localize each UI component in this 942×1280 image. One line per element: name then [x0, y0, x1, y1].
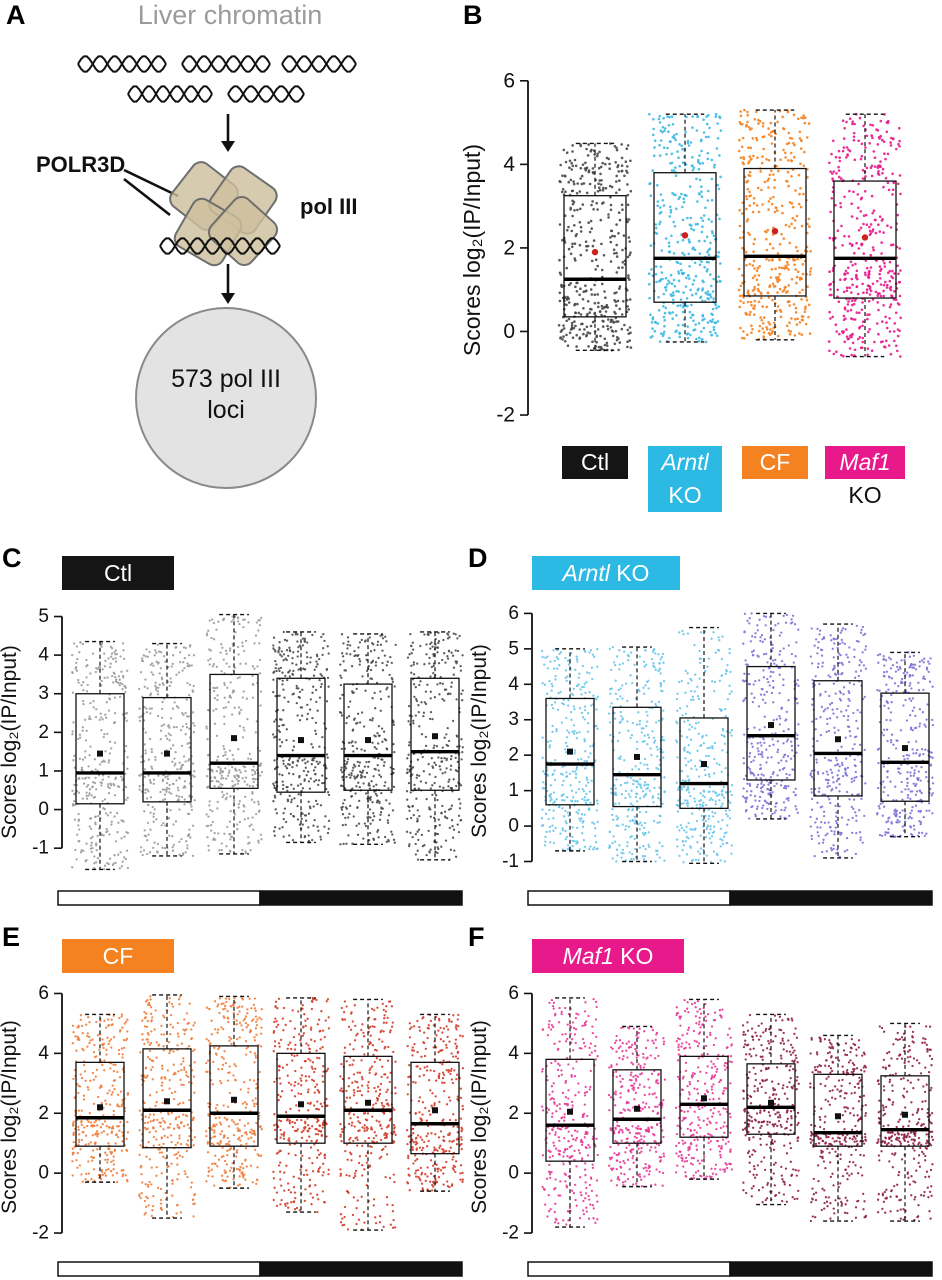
svg-text:0: 0: [38, 799, 49, 820]
chip-d-italic: Arntl: [562, 559, 610, 586]
panel-b-chart: -2 0 2 4 6 Scores log₂(IP/Input): [460, 69, 902, 427]
svg-text:1: 1: [38, 760, 49, 781]
svg-text:3: 3: [508, 709, 519, 730]
panel-f-header-chip: Maf1 KO: [532, 939, 684, 973]
chip-f-italic: Maf1: [562, 942, 614, 969]
phase-bar-dark: [259, 890, 463, 906]
svg-text:3: 3: [38, 683, 49, 704]
svg-text:6: 6: [508, 603, 519, 624]
svg-text:4: 4: [38, 645, 49, 666]
svg-text:0: 0: [503, 320, 515, 343]
chip-e-text: CF: [102, 942, 134, 969]
dna-helix: [159, 237, 281, 255]
panel-f-label: F: [468, 922, 485, 952]
dna-helix: [127, 85, 213, 103]
panel-d-label: D: [468, 543, 488, 573]
dna-helix: [281, 55, 357, 73]
chip-f-text: KO: [613, 942, 654, 969]
phase-bar-light: [527, 1261, 731, 1277]
phase-bar-light: [57, 1261, 261, 1277]
svg-text:2: 2: [38, 722, 49, 743]
phase-bar-light: [527, 890, 731, 906]
phase-bar-dark: [729, 890, 933, 906]
down-arrow-head: [221, 141, 235, 152]
chip-c-text: Ctl: [103, 559, 133, 586]
svg-text:Scores log₂(IP/Input): Scores log₂(IP/Input): [460, 144, 485, 356]
dna-helix: [227, 85, 305, 103]
loci-count-text: 573 pol III: [171, 365, 281, 393]
loci-circle-label: 573 pol III loci: [136, 364, 316, 427]
panel-c-chart: -1 0 1 2 3 4 5 Scores log₂(IP/Input): [0, 606, 464, 906]
panel-c-label: C: [2, 543, 22, 573]
panel-b-label: B: [463, 0, 483, 30]
panel-c-header-chip: Ctl: [62, 556, 174, 590]
polr3d-pointer: [123, 168, 179, 198]
panel-a-title: Liver chromatin: [137, 0, 323, 30]
svg-text:1: 1: [508, 780, 519, 801]
down-arrow-head: [221, 293, 235, 304]
pol-iii-label: pol III: [300, 194, 358, 219]
svg-text:4: 4: [508, 674, 519, 695]
panel-a-label: A: [6, 0, 26, 30]
phase-bar-light: [57, 890, 261, 906]
svg-text:4: 4: [503, 153, 515, 176]
panel-e-label: E: [2, 922, 21, 952]
loci-circle: [135, 307, 317, 489]
chip-d-text: KO: [609, 559, 650, 586]
panel-a-diagram: [77, 55, 357, 489]
svg-text:2: 2: [508, 745, 519, 766]
loci-word-text: loci: [207, 396, 245, 425]
svg-text:5: 5: [508, 638, 519, 659]
dna-helix: [181, 55, 271, 73]
svg-text:Scores log₂(IP/Input): Scores log₂(IP/Input): [470, 644, 491, 838]
phase-bar-dark: [729, 1261, 933, 1277]
panel-e-header-chip: CF: [62, 939, 174, 973]
svg-text:2: 2: [503, 236, 515, 259]
polr3d-pointer: [123, 177, 171, 217]
svg-text:0: 0: [508, 816, 519, 837]
svg-text:-1: -1: [32, 838, 49, 859]
dna-helix: [77, 55, 167, 73]
phase-bar-dark: [259, 1261, 463, 1277]
svg-text:6: 6: [503, 69, 515, 92]
svg-text:Scores log₂(IP/Input): Scores log₂(IP/Input): [0, 645, 21, 839]
svg-text:5: 5: [38, 606, 49, 627]
dna-helix: [227, 85, 305, 103]
dna-helix: [281, 55, 357, 73]
svg-text:-1: -1: [502, 851, 519, 872]
panel-d-header-chip: Arntl KO: [532, 556, 680, 590]
svg-text:-2: -2: [496, 404, 515, 427]
polr3d-label: POLR3D: [36, 152, 126, 177]
panel-d-chart: -1 0 1 2 3 4 5 6 Scores log₂(IP/Input): [470, 603, 935, 906]
